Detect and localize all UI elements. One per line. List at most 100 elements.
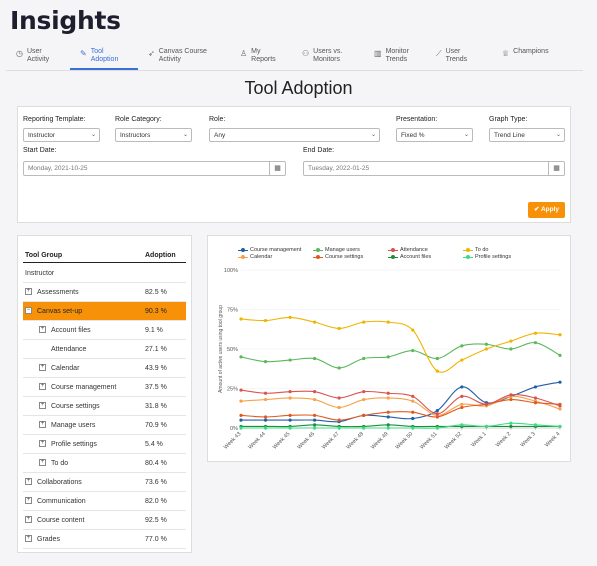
table-row[interactable]: + Grades 77.0 % bbox=[23, 530, 186, 549]
table-row[interactable]: + Course content 92.5 % bbox=[23, 511, 186, 530]
expand-icon[interactable]: + bbox=[25, 516, 32, 523]
end-date-input[interactable]: Tuesday, 2022-01-25 ▦ bbox=[303, 161, 565, 176]
expand-icon[interactable]: + bbox=[25, 478, 32, 485]
data-point bbox=[263, 360, 268, 364]
adoption-value: 80.4 % bbox=[145, 460, 167, 467]
legend-marker-icon bbox=[313, 247, 323, 253]
tab-bar: ◷ User Activity ✎ Tool Adoption ➶ Canvas Cour… bbox=[6, 44, 583, 70]
tab-label: Monitor Trends bbox=[385, 48, 409, 63]
reporting-template-select[interactable]: Instructor ⌄ bbox=[23, 128, 100, 142]
series-line-calendar bbox=[240, 395, 561, 416]
data-point bbox=[362, 397, 366, 402]
legend-item[interactable]: Account files bbox=[388, 254, 431, 260]
presentation-label: Presentation: bbox=[396, 116, 438, 123]
data-point bbox=[533, 331, 538, 335]
table-row[interactable]: + Manage users 70.9 % bbox=[23, 416, 186, 435]
presentation-select[interactable]: Fixed % ⌄ bbox=[396, 128, 473, 142]
legend-label: Profile settings bbox=[475, 254, 512, 260]
table-row[interactable]: + Course settings 31.8 % bbox=[23, 397, 186, 416]
table-row[interactable]: + Collaborations 73.6 % bbox=[23, 473, 186, 492]
expand-icon[interactable]: + bbox=[39, 364, 46, 371]
table-row[interactable]: Instructor bbox=[23, 264, 186, 283]
legend-item[interactable]: Calendar bbox=[238, 254, 272, 260]
chart-legend: Course management Calendar Manage users Cou… bbox=[238, 247, 568, 263]
data-point bbox=[411, 348, 415, 353]
tab-user-trends[interactable]: ⟋ User Trends bbox=[426, 44, 492, 70]
chevron-down-icon: ⌄ bbox=[90, 132, 96, 138]
data-point bbox=[460, 394, 464, 398]
data-point bbox=[533, 341, 538, 345]
table-row[interactable]: + Account files 9.1 % bbox=[23, 321, 186, 340]
tab-canvas-course-activity[interactable]: ➶ Canvas Course Activity bbox=[138, 44, 230, 70]
tab-champions[interactable]: ♕ Champions bbox=[492, 44, 564, 70]
y-tick-label: 75% bbox=[227, 308, 238, 314]
users-icon: ⚇ bbox=[302, 49, 310, 58]
data-point bbox=[337, 326, 341, 331]
tab-user-activity[interactable]: ◷ User Activity bbox=[6, 44, 70, 70]
collapse-icon[interactable]: − bbox=[25, 307, 32, 314]
expand-icon[interactable]: + bbox=[39, 459, 46, 466]
legend-item[interactable]: Attendance bbox=[388, 247, 428, 253]
table-row[interactable]: + Assessments 82.5 % bbox=[23, 283, 186, 302]
role-label: Role: bbox=[209, 116, 226, 123]
trophy-icon: ♕ bbox=[502, 49, 510, 58]
x-tick-label: Week 51 bbox=[419, 431, 439, 451]
expand-icon[interactable]: + bbox=[39, 326, 46, 333]
graph-type-select[interactable]: Trend Line ⌄ bbox=[489, 128, 565, 142]
y-tick-label: 50% bbox=[227, 347, 238, 353]
data-point bbox=[558, 333, 562, 337]
column-header-adoption: Adoption bbox=[145, 252, 176, 259]
data-point bbox=[411, 399, 415, 403]
expand-icon[interactable]: + bbox=[25, 535, 32, 542]
chevron-down-icon: ⌄ bbox=[370, 132, 376, 138]
table-row[interactable]: + Calendar 43.9 % bbox=[23, 359, 186, 378]
expand-icon[interactable]: + bbox=[39, 440, 46, 447]
legend-item[interactable]: Manage users bbox=[313, 247, 360, 253]
adoption-value: 73.6 % bbox=[145, 479, 167, 486]
series-line-course-settings bbox=[240, 399, 561, 421]
legend-label: Course settings bbox=[325, 254, 364, 260]
legend-item[interactable]: Course management bbox=[238, 247, 301, 253]
legend-marker-icon bbox=[388, 247, 398, 253]
table-row[interactable]: + Course management 37.5 % bbox=[23, 378, 186, 397]
table-row[interactable]: + To do 80.4 % bbox=[23, 454, 186, 473]
tab-label: Tool Adoption bbox=[90, 48, 119, 63]
table-row[interactable]: − Canvas set-up 90.3 % bbox=[23, 302, 186, 321]
data-point bbox=[411, 410, 415, 414]
adoption-value: 82.5 % bbox=[145, 289, 167, 296]
legend-item[interactable]: To do bbox=[463, 247, 488, 253]
role-category-select[interactable]: Instructors ⌄ bbox=[115, 128, 192, 142]
expand-icon[interactable]: + bbox=[39, 383, 46, 390]
data-point bbox=[263, 318, 268, 323]
table-row[interactable]: Attendance 27.1 % bbox=[23, 340, 186, 359]
chevron-down-icon: ⌄ bbox=[182, 132, 188, 138]
role-select[interactable]: Any ⌄ bbox=[209, 128, 380, 142]
legend-marker-icon bbox=[238, 247, 248, 253]
calendar-icon[interactable]: ▦ bbox=[548, 162, 564, 175]
legend-item[interactable]: Profile settings bbox=[463, 254, 511, 260]
calendar-icon[interactable]: ▦ bbox=[269, 162, 285, 175]
data-point bbox=[558, 407, 562, 411]
expand-icon[interactable]: + bbox=[25, 497, 32, 504]
expand-icon[interactable]: + bbox=[39, 402, 46, 409]
expand-icon[interactable]: + bbox=[25, 288, 32, 295]
tab-users-vs-monitors[interactable]: ⚇ Users vs. Monitors bbox=[292, 44, 364, 70]
tab-tool-adoption[interactable]: ✎ Tool Adoption bbox=[70, 44, 138, 70]
table-row[interactable]: + Profile settings 5.4 % bbox=[23, 435, 186, 454]
start-date-input[interactable]: Monday, 2021-10-25 ▦ bbox=[23, 161, 286, 176]
tab-my-reports[interactable]: ♙ My Reports bbox=[230, 44, 292, 70]
data-point bbox=[484, 342, 488, 346]
table-row[interactable]: + Communication 82.0 % bbox=[23, 492, 186, 511]
data-point bbox=[288, 315, 292, 319]
data-point bbox=[509, 347, 513, 351]
adoption-value: 90.3 % bbox=[145, 308, 167, 315]
legend-item[interactable]: Course settings bbox=[313, 254, 363, 260]
series-line-manage-users bbox=[240, 342, 561, 369]
tool-group-name: Course settings bbox=[51, 403, 100, 410]
expand-icon[interactable]: + bbox=[39, 421, 46, 428]
apply-button[interactable]: ✔ Apply bbox=[528, 202, 565, 218]
data-point bbox=[386, 423, 390, 427]
tool-group-name: Account files bbox=[51, 327, 91, 334]
tab-monitor-trends[interactable]: ▥ Monitor Trends bbox=[364, 44, 426, 70]
data-point bbox=[288, 358, 292, 362]
